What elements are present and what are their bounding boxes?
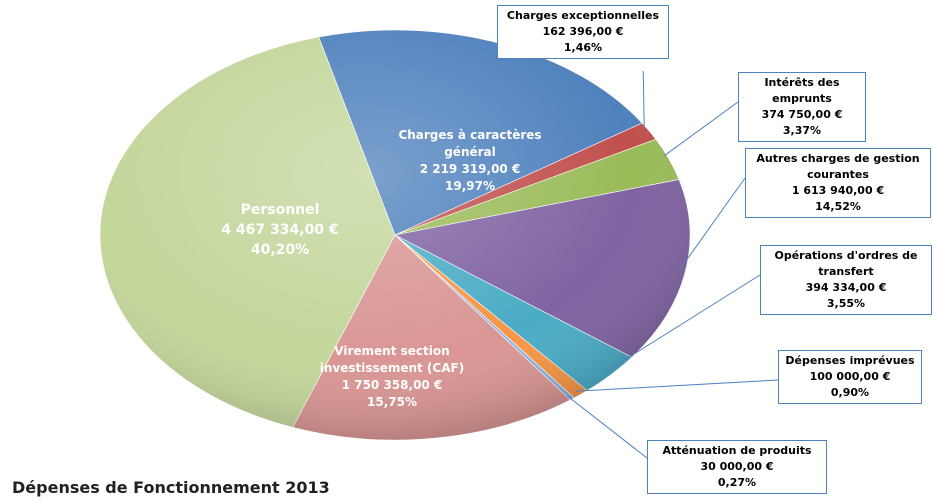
category-label: Intérêts des emprunts: [764, 76, 840, 105]
category-label: Dépenses imprévues: [785, 354, 915, 367]
slice-label: Virement section investissement (CAF) 1 7…: [302, 343, 482, 411]
percent-label: 3,37%: [782, 124, 822, 137]
callout-box: Dépenses imprévues 100 000,00 € 0,90%: [778, 350, 922, 404]
callout-box: Autres charges de gestion courantes 1 613…: [745, 148, 931, 218]
leader-line: [679, 177, 746, 270]
category-label: Autres charges de gestion courantes: [756, 152, 920, 181]
chart-title: Dépenses de Fonctionnement 2013: [12, 478, 330, 497]
value-label: 162 396,00 €: [542, 25, 624, 38]
slice-label: Personnel 4 467 334,00 € 40,20%: [205, 200, 355, 260]
callout-box: Atténuation de produits 30 000,00 € 0,27%: [647, 440, 827, 494]
percent-label: 14,52%: [815, 200, 861, 213]
leaders: [566, 70, 779, 459]
percent-label: 15,75%: [367, 395, 417, 409]
leader-line: [642, 70, 645, 129]
value-label: 30 000,00 €: [700, 460, 774, 473]
value-label: 4 467 334,00 €: [221, 222, 339, 238]
category-label: Atténuation de produits: [662, 444, 812, 457]
value-label: 374 750,00 €: [761, 108, 843, 121]
percent-label: 40,20%: [250, 242, 310, 258]
percent-label: 3,55%: [826, 297, 866, 310]
category-label: Virement section investissement (CAF): [319, 344, 465, 375]
value-label: 2 219 319,00 €: [419, 162, 521, 176]
callout-box: Intérêts des emprunts 374 750,00 € 3,37%: [738, 72, 866, 142]
value-label: 1 613 940,00 €: [791, 184, 885, 197]
callout-box: Opérations d'ordres de transfert 394 334,…: [760, 245, 932, 315]
percent-label: 19,97%: [445, 179, 495, 193]
percent-label: 0,90%: [830, 386, 870, 399]
leader-line: [663, 101, 739, 157]
leader-line: [605, 274, 761, 373]
percent-label: 0,27%: [717, 476, 757, 489]
callout-box: Charges exceptionnelles 162 396,00 € 1,46%: [497, 5, 669, 59]
leader-line: [575, 379, 779, 392]
category-label: Opérations d'ordres de transfert: [774, 249, 918, 278]
percent-label: 1,46%: [563, 41, 603, 54]
category-label: Charges exceptionnelles: [506, 9, 660, 22]
leader-line: [566, 395, 648, 459]
value-label: 1 750 358,00 €: [341, 378, 443, 392]
slice-label: Charges à caractères général 2 219 319,00…: [380, 127, 560, 195]
category-label: Personnel: [240, 202, 320, 218]
category-label: Charges à caractères général: [398, 128, 542, 159]
value-label: 100 000,00 €: [809, 370, 891, 383]
value-label: 394 334,00 €: [805, 281, 887, 294]
